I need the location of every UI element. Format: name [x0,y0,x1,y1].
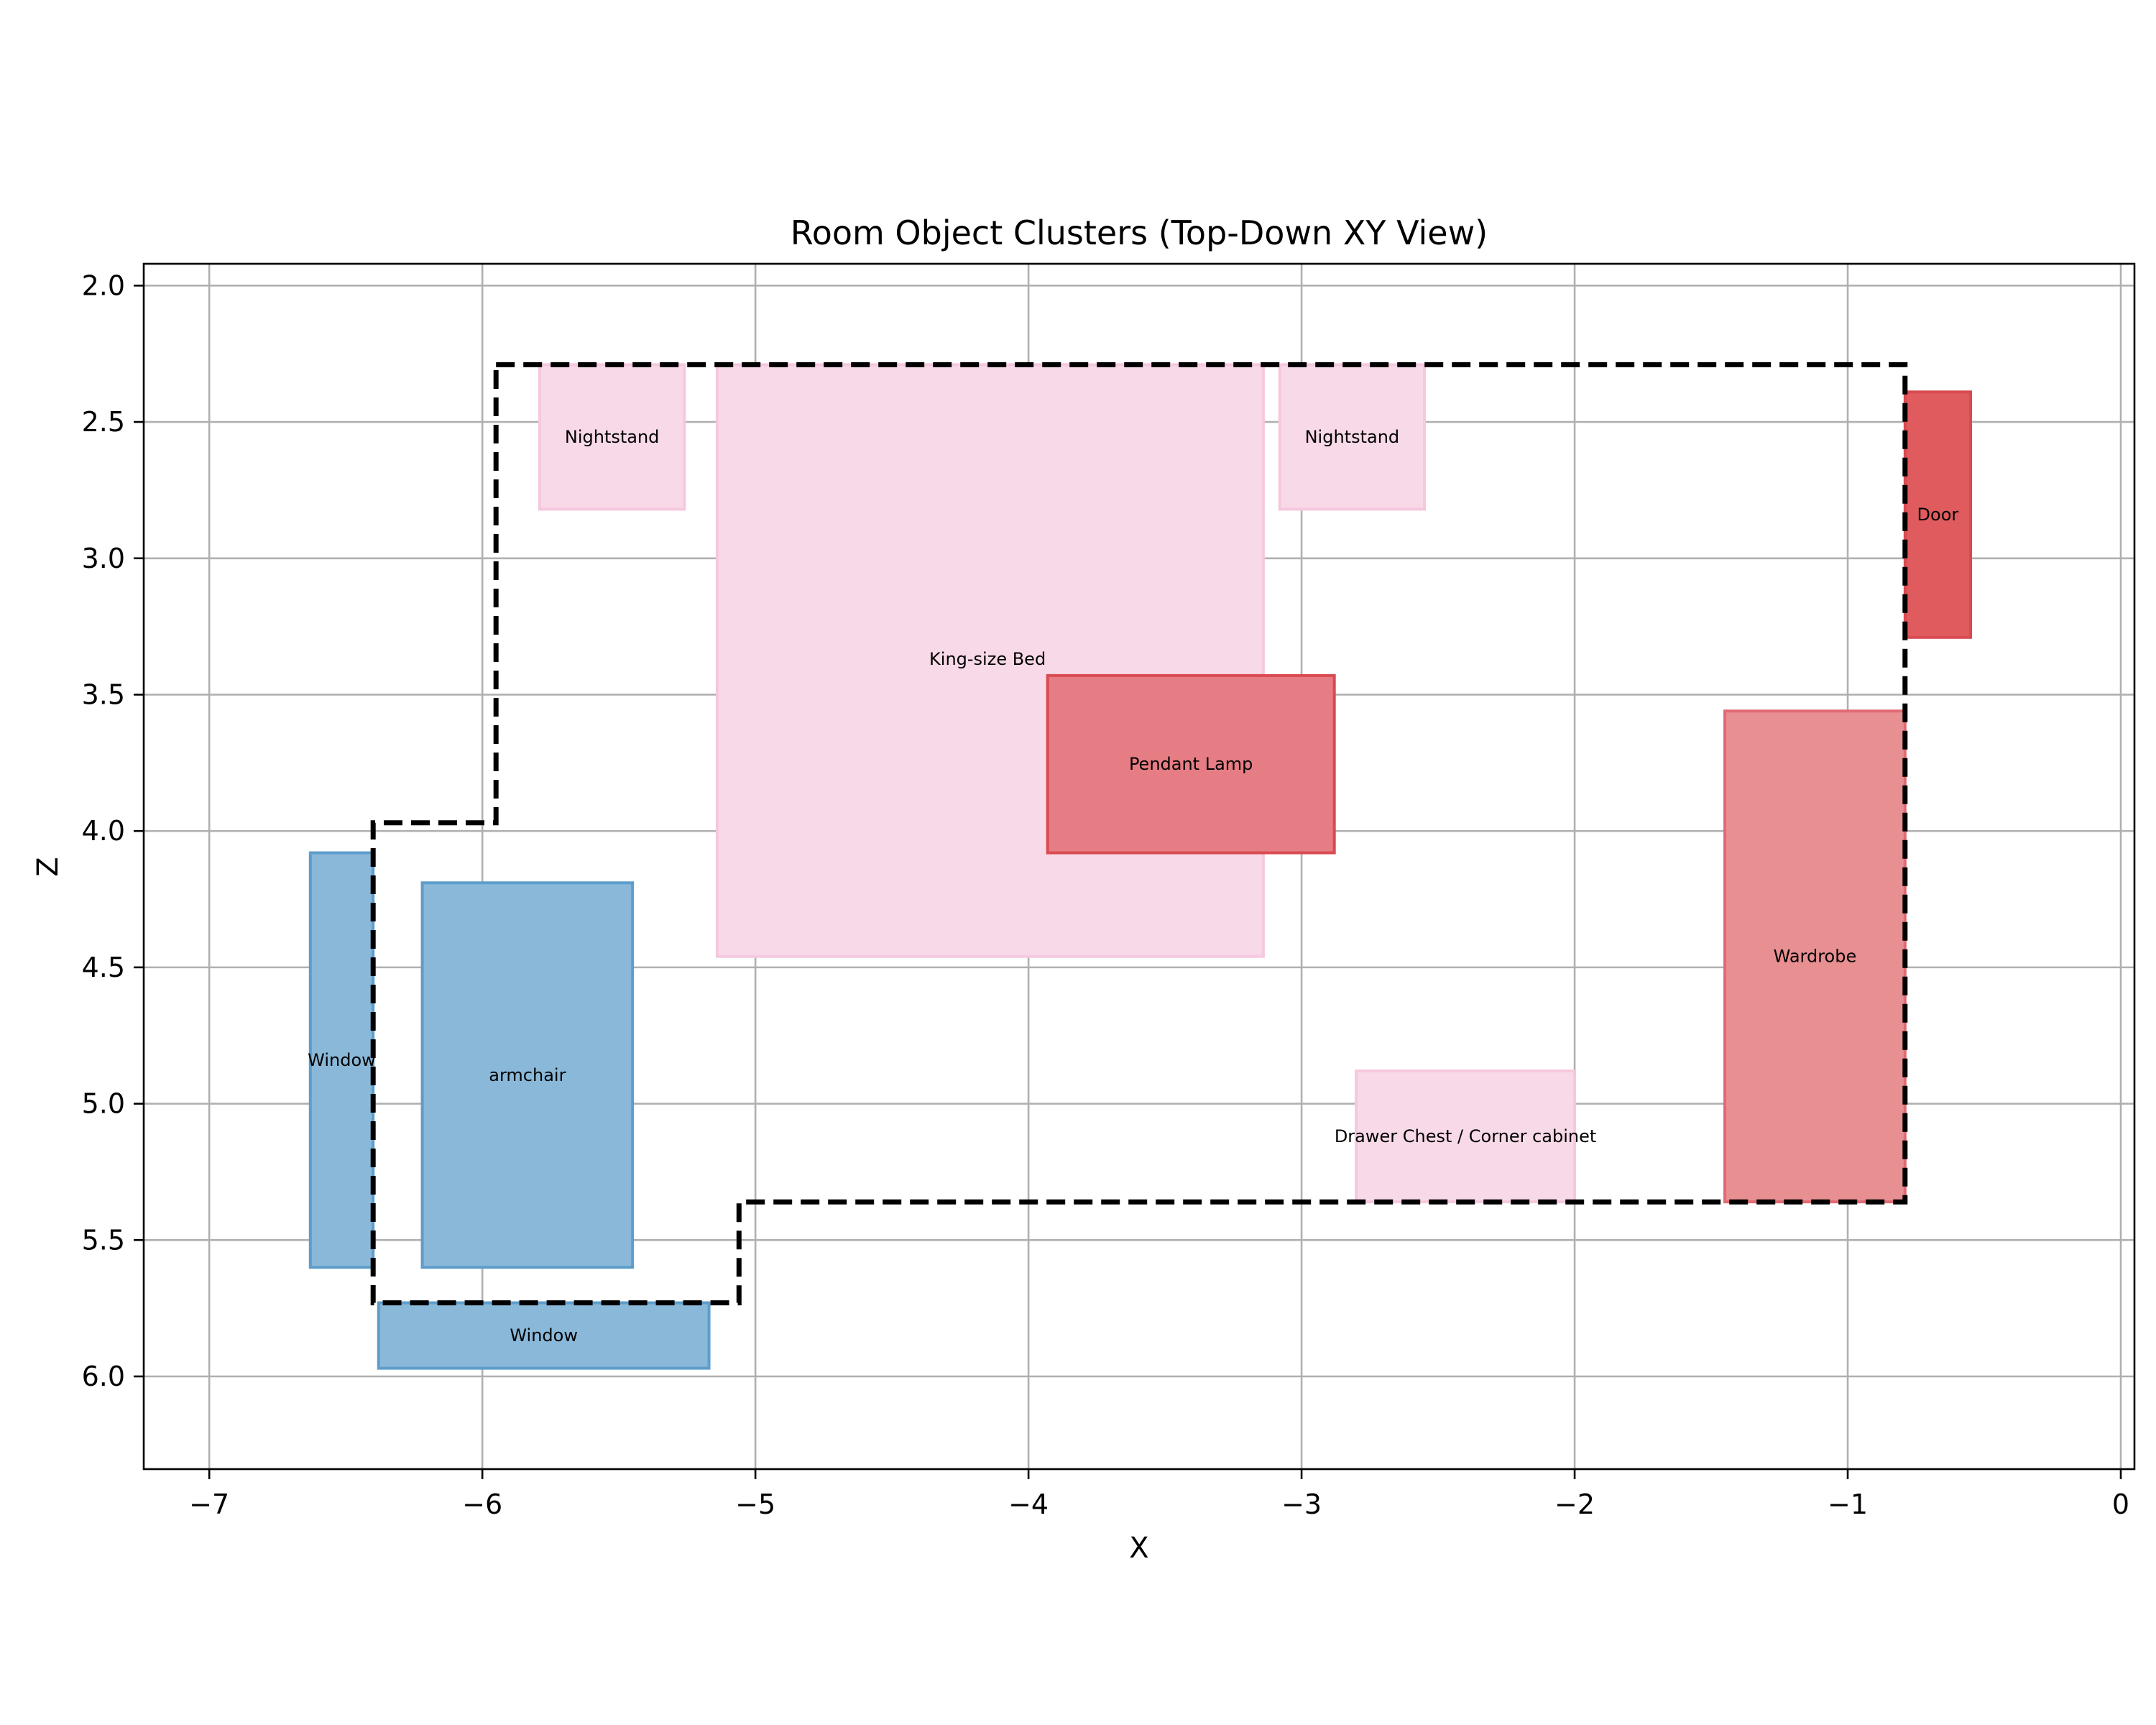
object-label-drawer-chest-corner-cabinet: Drawer Chest / Corner cabinet [1335,1126,1597,1146]
room-boundary-group [370,362,1908,1306]
y-tick-label: 2.5 [82,406,125,438]
object-nightstand [538,363,686,511]
object-label-nightstand: Nightstand [565,427,660,447]
object-labels: Nightstand King-size Bed Nightstand Door Pen… [308,427,1958,1346]
x-tick-label: −3 [1281,1489,1322,1520]
object-window [377,1301,711,1370]
object-king-size-bed [715,363,1265,958]
axis-ticks: −7 −6 −5 −4 −3 −2 −1 0 2.0 2.5 3.0 3.5 4.0 4.5 5.0 5.5 6… [82,270,2130,1520]
object-drawer-chest-corner-cabinet [1355,1070,1577,1204]
x-tick-label: −7 [189,1489,229,1520]
object-rectangles [308,363,1973,1370]
x-axis-label: X [1129,1532,1148,1565]
object-label-nightstand: Nightstand [1305,427,1400,447]
object-armchair [420,881,635,1269]
plot-frame [142,262,2136,1471]
y-tick-label: 2.0 [82,270,125,301]
y-tick-label: 4.5 [82,952,125,983]
object-label-armchair: armchair [489,1065,566,1085]
object-label-window: Window [510,1325,578,1346]
x-tick-label: −2 [1554,1489,1595,1520]
y-tick-label: 3.0 [82,543,125,574]
object-label-king-size-bed: King-size Bed [929,649,1046,669]
object-wardrobe [1723,709,1907,1204]
y-tick-label: 5.0 [82,1088,125,1120]
object-label-door: Door [1917,505,1959,525]
object-pendant-lamp [1046,673,1336,855]
object-window [308,851,375,1269]
object-label-pendant-lamp: Pendant Lamp [1129,754,1253,774]
y-tick-label: 4.0 [82,815,125,847]
y-tick-label: 5.5 [82,1224,125,1256]
object-label-window: Window [308,1050,376,1070]
x-tick-label: −5 [735,1489,775,1520]
x-tick-label: −1 [1828,1489,1868,1520]
x-tick-label: −4 [1008,1489,1049,1520]
y-tick-label: 3.5 [82,678,125,710]
object-label-wardrobe: Wardrobe [1774,947,1857,967]
y-axis-label: Z [32,857,65,876]
chart-title: Room Object Clusters (Top-Down XY View) [791,213,1488,252]
object-nightstand [1278,363,1427,511]
object-door [1903,390,1973,639]
x-tick-label: −6 [462,1489,502,1520]
y-tick-label: 6.0 [82,1361,125,1392]
room-boundary [370,362,1908,1306]
x-tick-label: 0 [2112,1489,2129,1520]
